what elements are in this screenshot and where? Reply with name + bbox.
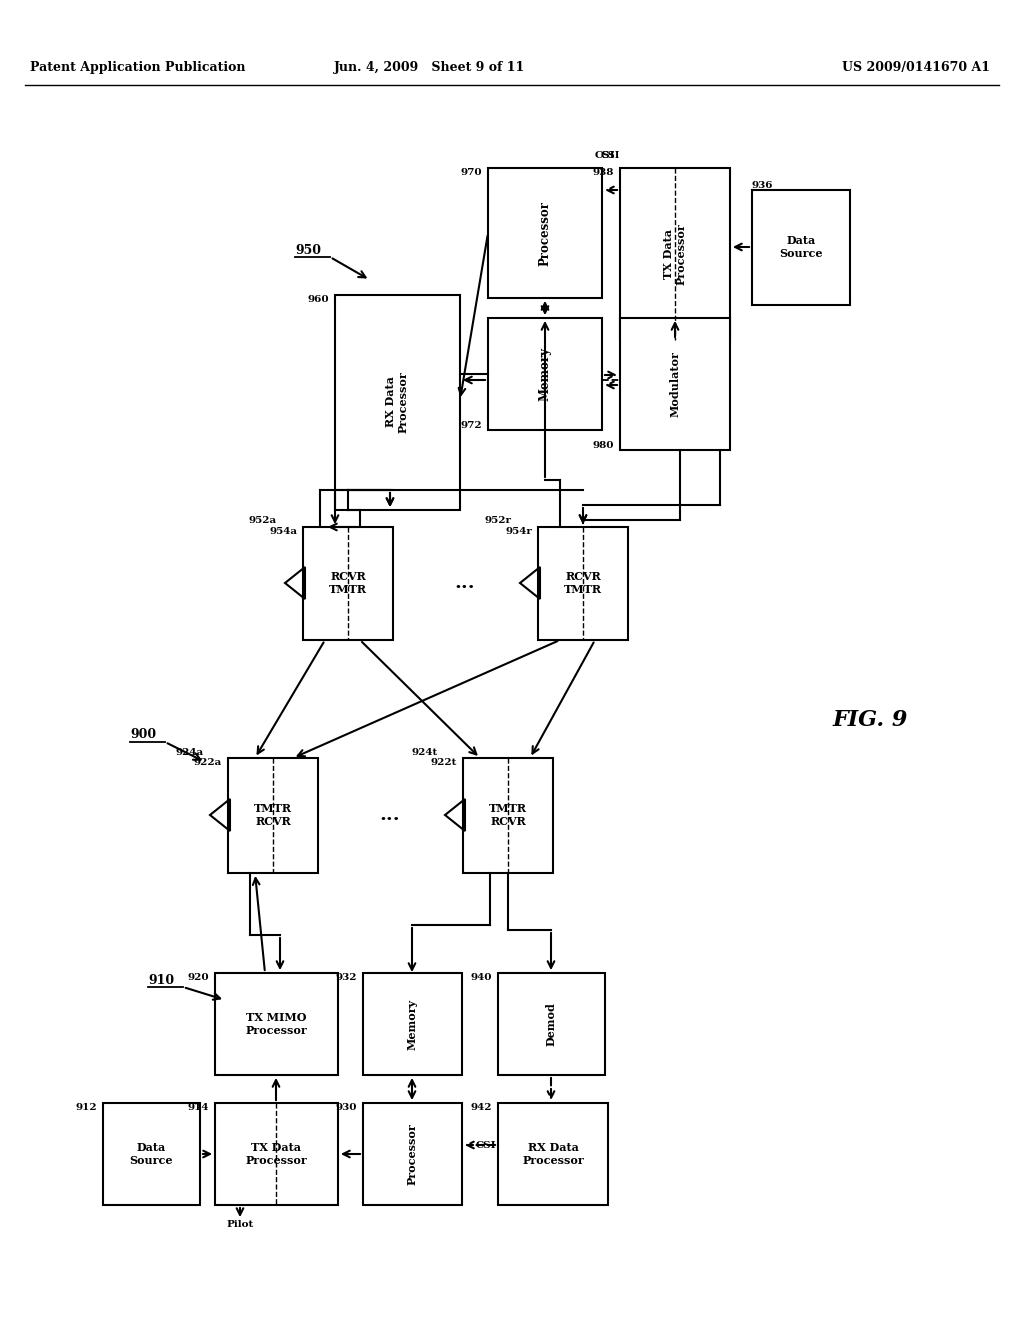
Text: TX Data
Processor: TX Data Processor (664, 223, 687, 285)
Text: RCVR
TMTR: RCVR TMTR (564, 572, 602, 595)
Bar (620, 318, 730, 450)
Text: 924t: 924t (412, 748, 438, 756)
Text: TX MIMO
Processor: TX MIMO Processor (245, 1012, 307, 1036)
Bar (215, 1104, 338, 1205)
Text: Patent Application Publication: Patent Application Publication (30, 62, 246, 74)
Text: Jun. 4, 2009   Sheet 9 of 11: Jun. 4, 2009 Sheet 9 of 11 (335, 62, 525, 74)
Text: RX Data
Processor: RX Data Processor (522, 1142, 584, 1166)
Text: 972: 972 (461, 421, 482, 430)
Text: 900: 900 (130, 729, 156, 742)
Bar (303, 527, 393, 640)
Text: 922a: 922a (194, 758, 222, 767)
Text: TMTR
RCVR: TMTR RCVR (254, 803, 292, 826)
Text: 954a: 954a (269, 527, 297, 536)
Bar (103, 1104, 200, 1205)
Bar (538, 527, 628, 640)
Text: 938: 938 (593, 168, 614, 177)
Text: 922t: 922t (431, 758, 457, 767)
Bar (463, 758, 553, 873)
Text: US 2009/0141670 A1: US 2009/0141670 A1 (842, 62, 990, 74)
Text: 914: 914 (187, 1104, 209, 1111)
Text: 950: 950 (295, 243, 321, 256)
Bar (488, 318, 602, 430)
Text: 924a: 924a (176, 748, 204, 756)
Text: 980: 980 (593, 441, 614, 450)
Text: Memory: Memory (407, 998, 418, 1049)
Text: Modulator: Modulator (670, 351, 681, 417)
Bar (752, 190, 850, 305)
Text: FIG. 9: FIG. 9 (833, 709, 907, 731)
Bar (620, 168, 730, 341)
Text: 952r: 952r (484, 516, 512, 525)
Text: Processor: Processor (407, 1123, 418, 1185)
Text: 942: 942 (470, 1104, 492, 1111)
Text: 930: 930 (336, 1104, 357, 1111)
Text: Demod: Demod (546, 1002, 556, 1045)
Text: 912: 912 (76, 1104, 97, 1111)
Text: CSI: CSI (594, 150, 615, 160)
Text: 910: 910 (148, 974, 174, 986)
Bar (488, 168, 602, 298)
Bar (362, 973, 462, 1074)
Bar (362, 1104, 462, 1205)
Text: TMTR
RCVR: TMTR RCVR (489, 803, 527, 826)
Bar (498, 973, 605, 1074)
Bar (498, 1104, 608, 1205)
Bar (215, 973, 338, 1074)
Text: RX Data
Processor: RX Data Processor (385, 371, 409, 433)
Bar (335, 294, 460, 510)
Text: 936: 936 (752, 181, 773, 190)
Text: Data
Source: Data Source (129, 1142, 173, 1166)
Text: Pilot: Pilot (226, 1220, 254, 1229)
Text: RCVR
TMTR: RCVR TMTR (329, 572, 367, 595)
Text: CSI: CSI (600, 150, 620, 160)
Text: ...: ... (380, 807, 400, 824)
Text: 940: 940 (470, 973, 492, 982)
Text: Memory: Memory (539, 347, 552, 401)
Text: Processor: Processor (539, 201, 552, 265)
Bar (228, 758, 318, 873)
Text: 920: 920 (187, 973, 209, 982)
Text: 952a: 952a (249, 516, 278, 525)
Text: 960: 960 (307, 294, 329, 304)
Text: TX Data
Processor: TX Data Processor (245, 1142, 307, 1166)
Text: 954r: 954r (505, 527, 532, 536)
Text: Data
Source: Data Source (779, 235, 822, 259)
Text: ...: ... (455, 574, 475, 591)
Text: 970: 970 (461, 168, 482, 177)
Text: CSI: CSI (475, 1140, 496, 1150)
Text: 932: 932 (336, 973, 357, 982)
